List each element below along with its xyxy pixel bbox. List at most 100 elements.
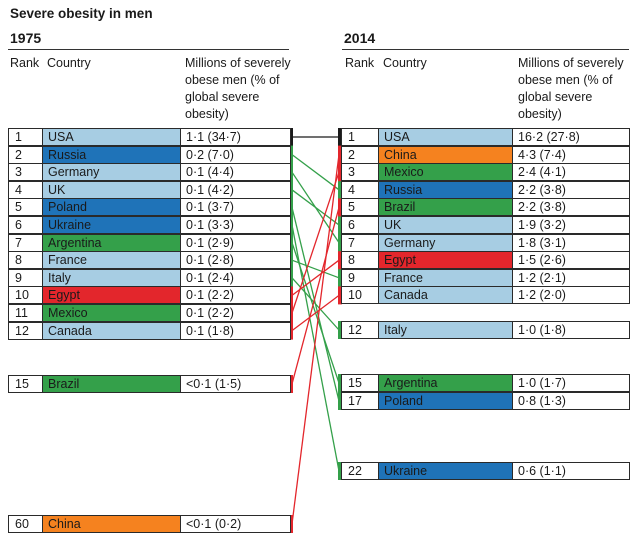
value-1975: 0·1 (2·8) — [180, 251, 291, 270]
right-country-header: Country — [383, 56, 427, 70]
link-russia — [291, 154, 340, 191]
marker-1975-china — [289, 515, 293, 533]
rank-2014: 5 — [341, 198, 379, 217]
country-1975: Mexico — [42, 304, 181, 322]
rank-2014: 1 — [341, 128, 379, 146]
marker-2014-france — [338, 268, 342, 287]
country-2014: USA — [378, 128, 513, 146]
country-1975: Egypt — [42, 286, 181, 305]
marker-1975-italy — [289, 268, 293, 287]
marker-1975-usa — [289, 128, 293, 146]
value-2014: 1·0 (1·7) — [512, 374, 630, 392]
right-rank-header: Rank — [345, 56, 375, 70]
marker-1975-poland — [289, 198, 293, 217]
rank-2014: 2 — [341, 145, 379, 164]
country-1975: USA — [42, 128, 181, 146]
marker-2014-argentina — [338, 374, 342, 392]
value-2014: 1·2 (2·1) — [512, 268, 630, 287]
marker-1975-germany — [289, 163, 293, 182]
marker-1975-ukraine — [289, 216, 293, 234]
value-1975: <0·1 (1·5) — [180, 375, 291, 393]
value-1975: <0·1 (0·2) — [180, 515, 291, 533]
country-1975: Italy — [42, 268, 181, 287]
marker-2014-china — [338, 145, 342, 164]
country-2014: France — [378, 268, 513, 287]
country-2014: Egypt — [378, 251, 513, 270]
rank-2014: 4 — [341, 180, 379, 199]
link-mexico — [291, 171, 340, 314]
rank-1975: 3 — [8, 163, 43, 182]
country-1975: Argentina — [42, 233, 181, 252]
value-1975: 0·1 (2·9) — [180, 233, 291, 252]
country-1975: Brazil — [42, 375, 181, 393]
link-china — [291, 154, 340, 525]
value-2014: 0·8 (1·3) — [512, 392, 630, 410]
left-value-header: Millions of severely obese men (% of glo… — [185, 56, 291, 121]
marker-2014-usa — [338, 128, 342, 146]
rank-1975: 4 — [8, 180, 43, 199]
country-2014: Russia — [378, 180, 513, 199]
rank-1975: 8 — [8, 251, 43, 270]
value-1975: 0·1 (2·2) — [180, 286, 291, 305]
country-2014: Italy — [378, 321, 513, 339]
rank-2014: 8 — [341, 251, 379, 270]
country-1975: France — [42, 251, 181, 270]
value-1975: 0·1 (3·7) — [180, 198, 291, 217]
link-canada — [291, 294, 340, 332]
country-2014: Poland — [378, 392, 513, 410]
right-year: 2014 — [344, 30, 376, 46]
marker-1975-canada — [289, 321, 293, 340]
value-2014: 1·2 (2·0) — [512, 286, 630, 305]
left-rank-header: Rank — [10, 56, 40, 70]
marker-2014-russia — [338, 180, 342, 199]
marker-1975-argentina — [289, 233, 293, 252]
country-2014: Ukraine — [378, 462, 513, 480]
country-1975: UK — [42, 180, 181, 199]
marker-2014-poland — [338, 392, 342, 410]
marker-1975-russia — [289, 145, 293, 164]
left-country-header: Country — [47, 56, 91, 70]
rank-1975: 60 — [8, 515, 43, 533]
rank-1975: 10 — [8, 286, 43, 305]
value-1975: 0·1 (4·4) — [180, 163, 291, 182]
marker-2014-germany — [338, 233, 342, 252]
rank-1975: 7 — [8, 233, 43, 252]
value-2014: 1·9 (3·2) — [512, 216, 630, 234]
value-2014: 16·2 (27·8) — [512, 128, 630, 146]
rank-1975: 15 — [8, 375, 43, 393]
country-2014: Argentina — [378, 374, 513, 392]
left-header-rule — [8, 49, 289, 50]
marker-2014-egypt — [338, 251, 342, 270]
marker-2014-uk — [338, 216, 342, 234]
marker-1975-egypt — [289, 286, 293, 305]
value-2014: 2·4 (4·1) — [512, 163, 630, 182]
value-2014: 2·2 (3·8) — [512, 198, 630, 217]
marker-1975-france — [289, 251, 293, 270]
country-2014: China — [378, 145, 513, 164]
value-1975: 0·2 (7·0) — [180, 145, 291, 164]
value-1975: 0·1 (1·8) — [180, 321, 291, 340]
country-1975: China — [42, 515, 181, 533]
country-2014: Germany — [378, 233, 513, 252]
rank-2014: 17 — [341, 392, 379, 410]
country-1975: Russia — [42, 145, 181, 164]
country-2014: Brazil — [378, 198, 513, 217]
rank-2014: 10 — [341, 286, 379, 305]
rank-1975: 11 — [8, 304, 43, 322]
marker-1975-mexico — [289, 304, 293, 322]
rank-1975: 5 — [8, 198, 43, 217]
rank-2014: 12 — [341, 321, 379, 339]
rank-1975: 9 — [8, 268, 43, 287]
country-1975: Ukraine — [42, 216, 181, 234]
country-1975: Canada — [42, 321, 181, 340]
link-france — [291, 259, 340, 279]
rank-2014: 22 — [341, 462, 379, 480]
marker-1975-uk — [289, 180, 293, 199]
marker-1975-brazil — [289, 375, 293, 393]
rank-1975: 1 — [8, 128, 43, 146]
country-1975: Germany — [42, 163, 181, 182]
value-2014: 2·2 (3·8) — [512, 180, 630, 199]
rank-1975: 12 — [8, 321, 43, 340]
